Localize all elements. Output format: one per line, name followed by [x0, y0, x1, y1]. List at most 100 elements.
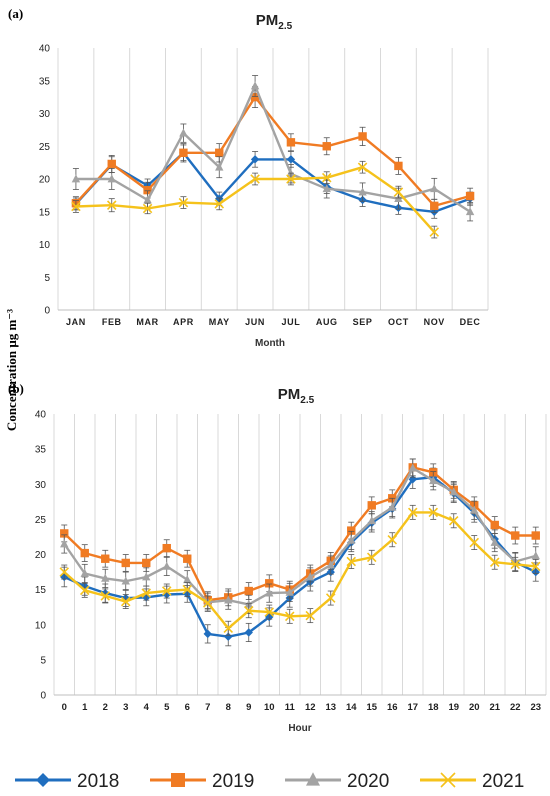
monthly-x-axis-title: Month — [255, 338, 285, 349]
hourly-point-2020 — [531, 551, 540, 560]
hourly-point-2019 — [347, 526, 356, 535]
monthly-x-tick: JAN — [66, 317, 86, 327]
legend-item-2020: 2020 — [285, 771, 389, 792]
monthly-line-2018 — [75, 151, 471, 213]
panel-a-label: (a) — [8, 6, 23, 21]
hourly-point-2021 — [79, 585, 90, 596]
hourly-x-tick: 16 — [387, 702, 398, 713]
monthly-x-tick: FEB — [102, 317, 122, 327]
hourly-point-2020 — [367, 516, 376, 525]
hourly-point-2021 — [120, 596, 131, 607]
legend-label: 2020 — [347, 771, 389, 792]
monthly-x-tick: JUL — [282, 317, 301, 327]
hourly-series-2021 — [59, 504, 541, 636]
hourly-point-2020 — [306, 572, 315, 581]
hourly-point-2020 — [470, 505, 479, 514]
monthly-point-2019 — [250, 92, 260, 102]
hourly-point-2021 — [387, 534, 398, 545]
hourly-point-2021 — [284, 611, 295, 622]
legend-label: 2019 — [212, 771, 254, 792]
monthly-y-tick: 20 — [39, 175, 51, 186]
monthly-point-2019 — [394, 161, 403, 171]
hourly-point-2021 — [428, 507, 439, 518]
monthly-point-2021 — [393, 187, 404, 197]
monthly-point-2019 — [465, 191, 475, 201]
monthly-point-2018 — [250, 155, 260, 164]
hourly-point-2019 — [121, 558, 130, 568]
monthly-point-2019 — [215, 148, 224, 157]
legend-marker-2020 — [306, 772, 320, 786]
monthly-point-2021 — [321, 172, 332, 183]
legend-item-2021: 2021 — [420, 771, 524, 792]
monthly-title-main: PM — [256, 12, 279, 29]
hourly-point-2019 — [490, 520, 499, 530]
hourly-point-2020 — [162, 561, 171, 570]
hourly-point-2021 — [141, 588, 152, 598]
hourly-x-tick: 6 — [185, 702, 190, 713]
hourly-point-2021 — [346, 556, 357, 567]
hourly-point-2018 — [224, 632, 233, 641]
hourly-point-2019 — [183, 554, 192, 563]
hourly-x-tick: 10 — [264, 702, 275, 713]
hourly-y-tick: 40 — [35, 410, 47, 421]
monthly-y-tick: 40 — [39, 44, 51, 55]
hourly-y-tick: 20 — [35, 550, 47, 561]
hourly-x-axis-title: Hour — [288, 723, 311, 734]
hourly-point-2020 — [142, 572, 151, 581]
hourly-point-2020 — [326, 560, 335, 569]
monthly-y-tick: 5 — [44, 273, 50, 284]
legend-item-2019: 2019 — [150, 771, 254, 792]
hourly-point-2021 — [305, 610, 316, 621]
hourly-point-2021 — [325, 593, 336, 603]
monthly-series-2020 — [71, 75, 475, 222]
monthly-title-sub: 2.5 — [278, 21, 292, 32]
hourly-point-2021 — [489, 557, 500, 567]
hourly-y-tick: 0 — [40, 691, 46, 702]
hourly-point-2019 — [244, 586, 253, 596]
monthly-point-2019 — [179, 148, 188, 157]
monthly-x-tick: MAY — [209, 317, 230, 327]
panel-b-label: (b) — [8, 381, 24, 396]
legend-item-2018: 2018 — [15, 771, 119, 792]
hourly-point-2020 — [408, 463, 417, 472]
hourly-y-tick: 25 — [35, 515, 47, 526]
monthly-point-2020 — [215, 162, 224, 171]
hourly-x-tick: 15 — [366, 702, 377, 713]
hourly-point-2021 — [100, 591, 111, 601]
monthly-point-2018 — [286, 155, 296, 164]
monthly-point-2019 — [286, 138, 296, 147]
hourly-x-tick: 5 — [164, 702, 170, 713]
hourly-point-2018 — [203, 629, 212, 639]
hourly-point-2021 — [366, 552, 377, 563]
hourly-point-2021 — [243, 605, 254, 616]
monthly-y-tick: 15 — [39, 207, 51, 218]
monthly-point-2021 — [214, 199, 225, 209]
y-axis-label: Concentration μg m⁻³ — [4, 309, 19, 431]
monthly-point-2021 — [142, 203, 153, 214]
monthly-point-2019 — [322, 142, 331, 151]
monthly-point-2021 — [178, 197, 189, 208]
monthly-point-2020 — [358, 187, 367, 196]
hourly-x-tick: 13 — [325, 702, 336, 713]
hourly-point-2021 — [264, 607, 275, 617]
monthly-point-2019 — [430, 201, 439, 211]
hourly-x-tick: 18 — [428, 702, 439, 713]
hourly-point-2021 — [407, 507, 418, 518]
monthly-point-2021 — [250, 174, 260, 184]
monthly-point-2021 — [429, 227, 440, 237]
hourly-title-sub: 2.5 — [300, 395, 314, 406]
hourly-point-2019 — [265, 579, 274, 588]
hourly-point-2020 — [285, 587, 294, 596]
monthly-plot-area: 0 5 10 15 20 25 30 35 40 JAN FEB MAR APR MAY JUN JUL AUG… — [39, 44, 489, 327]
hourly-point-2019 — [80, 548, 89, 558]
hourly-point-2019 — [60, 529, 69, 538]
hourly-x-tick: 2 — [103, 702, 108, 713]
monthly-y-tick: 25 — [39, 142, 51, 153]
hourly-x-tick: 12 — [305, 702, 316, 713]
monthly-point-2020 — [322, 184, 331, 193]
hourly-series-2020 — [60, 458, 540, 614]
hourly-y-tick: 35 — [35, 445, 47, 456]
monthly-x-tick: NOV — [424, 317, 445, 327]
